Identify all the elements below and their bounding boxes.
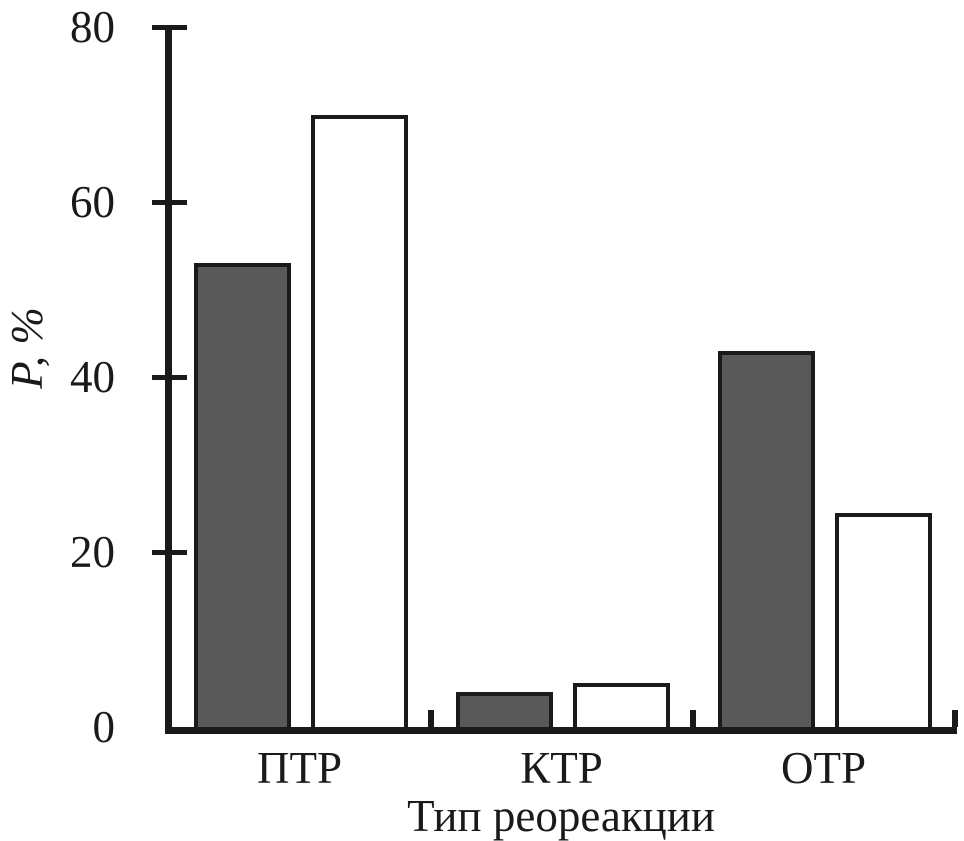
- x-tick: [689, 710, 696, 727]
- category-label-ПТР: ПТР: [256, 743, 342, 793]
- y-tick-label: 60: [70, 177, 115, 227]
- y-tick: [152, 200, 187, 205]
- y-tick-label: 80: [70, 2, 115, 52]
- bar-white-bars-ОТР: [834, 512, 932, 731]
- bar-white-bars-КТР: [572, 683, 670, 731]
- x-axis-line: [165, 727, 957, 734]
- bar-dark-gray-bars-ПТР: [193, 263, 291, 731]
- x-axis-title: Тип реореакции: [407, 791, 715, 841]
- x-tick: [951, 710, 958, 727]
- bar-white-bars-ПТР: [310, 114, 408, 731]
- category-label-ОТР: ОТР: [780, 743, 866, 793]
- bar-dark-gray-bars-ОТР: [717, 350, 815, 731]
- x-tick: [427, 710, 434, 727]
- y-tick-label: 40: [70, 352, 115, 402]
- y-tick: [152, 375, 187, 380]
- bar-dark-gray-bars-КТР: [455, 692, 553, 731]
- y-tick-label: 0: [92, 702, 116, 752]
- y-tick: [152, 550, 187, 555]
- y-tick-label: 20: [70, 527, 115, 577]
- y-tick: [152, 25, 187, 30]
- y-axis-title: P, %: [2, 307, 52, 389]
- category-label-КТР: КТР: [520, 743, 603, 793]
